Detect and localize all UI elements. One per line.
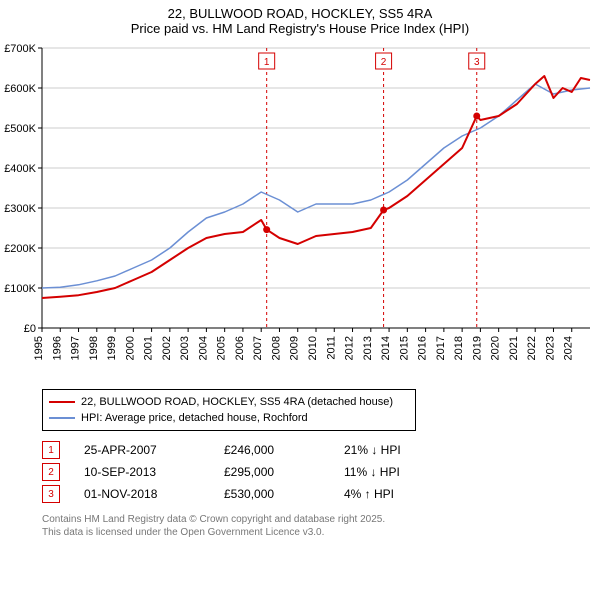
svg-text:2019: 2019 xyxy=(471,336,483,360)
legend: 22, BULLWOOD ROAD, HOCKLEY, SS5 4RA (det… xyxy=(42,389,416,431)
svg-text:2015: 2015 xyxy=(398,336,410,360)
tx-date: 10-SEP-2013 xyxy=(84,465,224,479)
svg-text:2002: 2002 xyxy=(161,336,173,360)
footer-line: Contains HM Land Registry data © Crown c… xyxy=(42,513,600,526)
svg-text:2010: 2010 xyxy=(307,336,319,360)
svg-text:1997: 1997 xyxy=(70,336,82,360)
svg-text:£300K: £300K xyxy=(4,203,36,215)
svg-text:2011: 2011 xyxy=(325,336,337,360)
svg-text:£100K: £100K xyxy=(4,283,36,295)
svg-text:£400K: £400K xyxy=(4,163,36,175)
svg-text:2017: 2017 xyxy=(435,336,447,360)
svg-text:1996: 1996 xyxy=(51,336,63,360)
svg-text:2007: 2007 xyxy=(252,336,264,360)
svg-text:1: 1 xyxy=(264,57,270,68)
svg-text:2012: 2012 xyxy=(344,336,356,360)
tx-marker: 3 xyxy=(42,485,60,503)
svg-text:2018: 2018 xyxy=(453,336,465,360)
svg-text:2020: 2020 xyxy=(490,336,502,360)
svg-text:2016: 2016 xyxy=(417,336,429,360)
tx-date: 01-NOV-2018 xyxy=(84,487,224,501)
svg-text:2005: 2005 xyxy=(216,336,228,360)
svg-text:£500K: £500K xyxy=(4,123,36,135)
svg-text:2021: 2021 xyxy=(508,336,520,360)
svg-text:2022: 2022 xyxy=(526,336,538,360)
svg-text:2000: 2000 xyxy=(124,336,136,360)
legend-item: HPI: Average price, detached house, Roch… xyxy=(49,410,409,426)
tx-marker: 1 xyxy=(42,441,60,459)
svg-text:2006: 2006 xyxy=(234,336,246,360)
svg-text:£600K: £600K xyxy=(4,83,36,95)
svg-text:£700K: £700K xyxy=(4,43,36,55)
svg-text:2001: 2001 xyxy=(143,336,155,360)
svg-text:1999: 1999 xyxy=(106,336,118,360)
transactions-table: 1 25-APR-2007 £246,000 21% ↓ HPI 2 10-SE… xyxy=(42,439,600,505)
svg-text:2009: 2009 xyxy=(289,336,301,360)
tx-price: £295,000 xyxy=(224,465,344,479)
tx-delta: 4% ↑ HPI xyxy=(344,487,444,501)
svg-text:2024: 2024 xyxy=(563,336,575,360)
svg-text:2023: 2023 xyxy=(544,336,556,360)
tx-price: £530,000 xyxy=(224,487,344,501)
table-row: 3 01-NOV-2018 £530,000 4% ↑ HPI xyxy=(42,483,600,505)
tx-marker: 2 xyxy=(42,463,60,481)
tx-price: £246,000 xyxy=(224,443,344,457)
tx-delta: 21% ↓ HPI xyxy=(344,443,444,457)
table-row: 1 25-APR-2007 £246,000 21% ↓ HPI xyxy=(42,439,600,461)
line-chart: £0 £100K £200K £300K £400K £500K £600K £700K 199… xyxy=(0,38,600,378)
tx-date: 25-APR-2007 xyxy=(84,443,224,457)
svg-text:1998: 1998 xyxy=(88,336,100,360)
legend-label: 22, BULLWOOD ROAD, HOCKLEY, SS5 4RA (det… xyxy=(81,396,393,408)
legend-swatch xyxy=(49,417,75,419)
table-row: 2 10-SEP-2013 £295,000 11% ↓ HPI xyxy=(42,461,600,483)
svg-text:2003: 2003 xyxy=(179,336,191,360)
svg-text:2004: 2004 xyxy=(197,336,209,360)
footer-line: This data is licensed under the Open Gov… xyxy=(42,526,600,539)
footer-attribution: Contains HM Land Registry data © Crown c… xyxy=(42,513,600,539)
tx-delta: 11% ↓ HPI xyxy=(344,465,444,479)
legend-label: HPI: Average price, detached house, Roch… xyxy=(81,412,308,424)
chart-title: 22, BULLWOOD ROAD, HOCKLEY, SS5 4RA Pric… xyxy=(0,0,600,38)
legend-item: 22, BULLWOOD ROAD, HOCKLEY, SS5 4RA (det… xyxy=(49,394,409,410)
svg-text:3: 3 xyxy=(474,57,480,68)
title-line1: 22, BULLWOOD ROAD, HOCKLEY, SS5 4RA xyxy=(0,6,600,21)
svg-text:2013: 2013 xyxy=(362,336,374,360)
svg-text:1995: 1995 xyxy=(33,336,45,360)
svg-text:£200K: £200K xyxy=(4,243,36,255)
title-line2: Price paid vs. HM Land Registry's House … xyxy=(0,21,600,36)
svg-text:2008: 2008 xyxy=(270,336,282,360)
svg-text:£0: £0 xyxy=(24,323,36,335)
svg-text:2014: 2014 xyxy=(380,336,392,360)
chart-area: £0 £100K £200K £300K £400K £500K £600K £700K 199… xyxy=(0,38,600,383)
legend-swatch xyxy=(49,401,75,403)
svg-text:2: 2 xyxy=(381,57,387,68)
